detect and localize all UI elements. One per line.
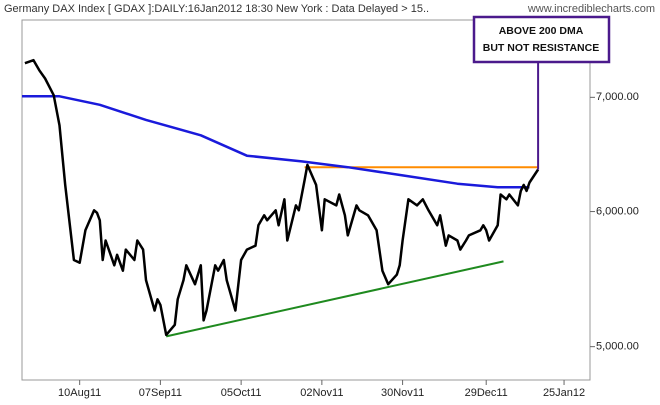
x-tick-label: 05Oct11 <box>221 387 262 399</box>
y-tick-label: 7,000.00 <box>596 91 639 103</box>
x-tick-label: 02Nov11 <box>300 387 343 399</box>
annotation: ABOVE 200 DMA BUT NOT RESISTANCE <box>472 15 611 170</box>
chart-title: Germany DAX Index [ GDAX ]:DAILY:16Jan20… <box>4 3 429 15</box>
x-tick-label: 25Jan12 <box>543 387 585 399</box>
y-tick-label: 5,000.00 <box>596 341 639 353</box>
watermark: www.incrediblecharts.com <box>527 3 655 15</box>
x-tick-label: 29Dec11 <box>465 387 508 399</box>
x-tick-label: 10Aug11 <box>58 387 101 399</box>
annotation-line: ABOVE 200 DMA <box>499 25 584 37</box>
x-tick-label: 30Nov11 <box>381 387 424 399</box>
series-line <box>24 58 540 337</box>
x-tick-label: 07Sep11 <box>139 387 182 399</box>
series-line <box>165 260 504 338</box>
annotation-box <box>472 15 611 64</box>
series-line <box>22 95 530 189</box>
y-tick-label: 6,000.00 <box>596 205 639 217</box>
plot-frame <box>21 19 591 381</box>
annotation-line: BUT NOT RESISTANCE <box>483 42 599 54</box>
